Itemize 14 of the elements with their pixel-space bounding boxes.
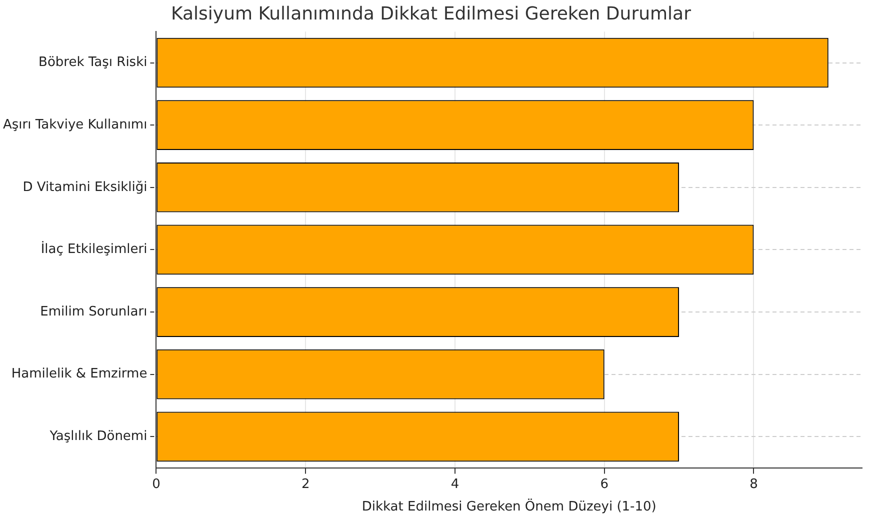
chart-title: Kalsiyum Kullanımında Dikkat Edilmesi Gereken Durumlar: [171, 3, 692, 24]
y-tick-label: İlaç Etkileşimleri: [40, 241, 148, 258]
x-tick-label: 2: [301, 476, 310, 492]
y-tick-label: Böbrek Taşı Riski: [38, 55, 148, 70]
y-tick-label: Emilim Sorunları: [40, 304, 148, 320]
y-tick-label: Aşırı Takviye Kullanımı: [2, 117, 148, 132]
y-tick-label: Hamilelik & Emzirme: [11, 366, 148, 382]
y-tick-label: D Vitamini Eksikliği: [22, 180, 148, 195]
x-tick-label: 4: [450, 476, 460, 492]
x-tick-label: 8: [750, 476, 758, 492]
x-tick-label: 6: [600, 476, 608, 492]
x-axis-title: Dikkat Edilmesi Gereken Önem Düzeyi (1-10): [362, 498, 656, 515]
y-tick-label: Yaşlılık Dönemi: [48, 429, 148, 444]
x-tick-label: 0: [152, 476, 160, 492]
